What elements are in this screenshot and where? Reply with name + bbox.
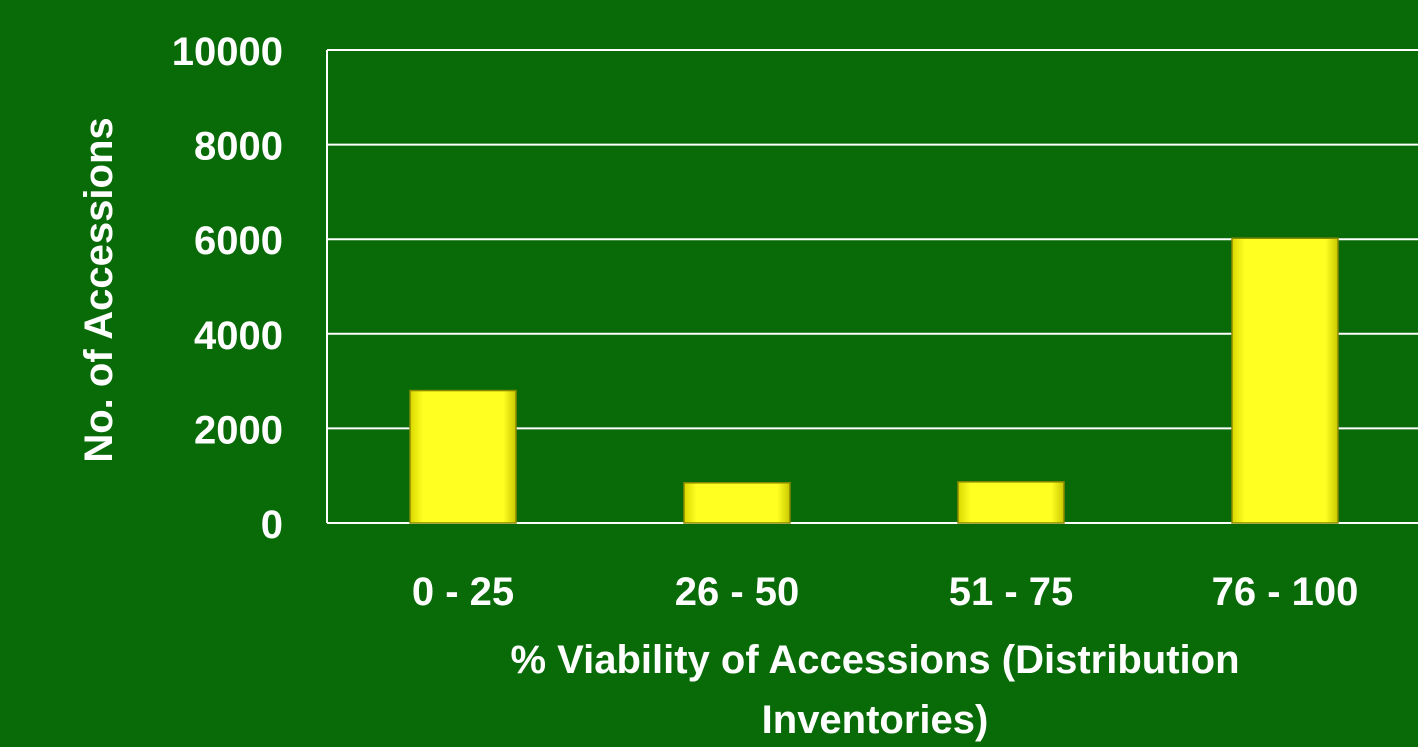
x-tick-label: 26 - 50 [675,570,800,614]
y-tick-label: 0 [261,503,283,547]
bar [1231,237,1339,524]
x-axis-title-line-2: Inventories) [762,698,989,742]
bar [957,481,1065,524]
x-axis-title-line-1: % Viability of Accessions (Distribution [510,638,1239,682]
bar [683,482,791,524]
bar [409,389,517,524]
y-tick-label: 6000 [194,219,283,263]
x-tick-label: 51 - 75 [949,570,1074,614]
y-tick-label: 4000 [194,314,283,358]
y-axis-title: No. of Accessions [77,117,121,462]
y-tick-label: 8000 [194,125,283,169]
x-tick-label: 76 - 100 [1212,570,1359,614]
y-tick-label: 2000 [194,408,283,452]
y-tick-label: 10000 [172,30,283,74]
x-tick-label: 0 - 25 [412,570,514,614]
